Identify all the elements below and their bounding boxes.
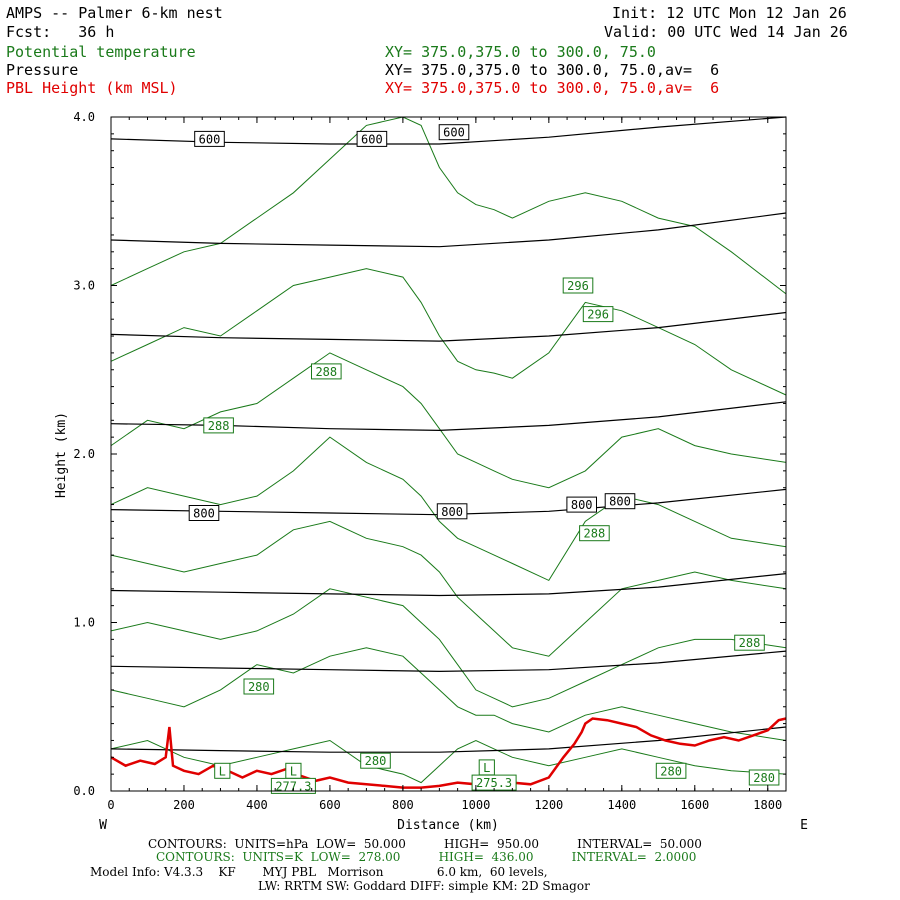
isobar-label: 800 bbox=[193, 507, 215, 521]
pbl-height-line bbox=[110, 717, 787, 789]
theta-label: L bbox=[219, 764, 226, 778]
header-fcst: Fcst: 36 h bbox=[6, 23, 115, 41]
theta-label: 280 bbox=[248, 680, 270, 694]
pressure-isobars bbox=[110, 116, 787, 753]
legend-pbl-label: PBL Height (km MSL) bbox=[6, 79, 178, 97]
x-tick-label: 1000 bbox=[461, 798, 490, 812]
header-init: Init: 12 UTC Mon 12 Jan 26 bbox=[612, 4, 847, 22]
west-label: W bbox=[99, 818, 107, 833]
footer-theta-contours: CONTOURS: UNITS=K LOW= 278.00 HIGH= 436.… bbox=[156, 850, 697, 864]
isobar-label: 600 bbox=[361, 132, 383, 146]
legend-theta-label: Potential temperature bbox=[6, 43, 196, 61]
isobar-label-box bbox=[604, 493, 636, 510]
x-tick-label: 400 bbox=[246, 798, 268, 812]
theta-label-box bbox=[243, 678, 275, 695]
theta-label-box bbox=[562, 277, 594, 294]
x-axis-label: Distance (km) bbox=[397, 818, 499, 833]
isobar-700 bbox=[110, 311, 787, 342]
y-tick-label: 0.0 bbox=[73, 784, 95, 798]
x-tick-label: 1400 bbox=[607, 798, 636, 812]
theta-label: L bbox=[290, 764, 297, 778]
theta-label: 280 bbox=[660, 764, 682, 778]
theta-label: 296 bbox=[567, 279, 589, 293]
isobar-label: 600 bbox=[443, 126, 465, 140]
isobar-label-box bbox=[356, 130, 388, 147]
theta-line-0 bbox=[110, 116, 787, 295]
theta-label: 275.3 bbox=[476, 776, 512, 790]
legend-pressure-label: Pressure bbox=[6, 61, 79, 79]
theta-label-box bbox=[655, 762, 687, 779]
footer-model-info: Model Info: V4.3.3 KF MYJ PBL Morrison 6… bbox=[90, 865, 548, 879]
theta-label: 280 bbox=[365, 754, 387, 768]
y-tick-label: 3.0 bbox=[73, 279, 95, 293]
theta-label-box bbox=[579, 525, 610, 542]
axes: 0 200 400 600 800 1000 1200 1400 1600 1800 0.0 1.0 2… bbox=[73, 110, 787, 812]
theta-line-5 bbox=[110, 588, 787, 708]
x-tick-label: 1200 bbox=[534, 798, 563, 812]
isobar-label-box bbox=[436, 503, 468, 520]
y-axis-label: Height (km) bbox=[54, 412, 69, 498]
theta-label-box bbox=[360, 752, 391, 769]
theta-label-box bbox=[582, 306, 614, 323]
theta-line-1 bbox=[110, 268, 787, 396]
header-title: AMPS -- Palmer 6-km nest bbox=[6, 4, 223, 22]
theta-label: 296 bbox=[587, 308, 609, 322]
legend-pbl-xy: XY= 375.0,375.0 to 300.0, 75.0,av= 6 bbox=[385, 79, 720, 97]
theta-label-box bbox=[214, 762, 231, 779]
y-tick-label: 2.0 bbox=[73, 447, 95, 461]
y-tick-label: 1.0 bbox=[73, 616, 95, 630]
isobar-label-box bbox=[188, 505, 220, 521]
theta-label-box bbox=[748, 769, 780, 786]
footer-physics: LW: RRTM SW: Goddard DIFF: simple KM: 2D… bbox=[258, 879, 590, 893]
isobar-label: 800 bbox=[571, 498, 593, 512]
isobar-label: 800 bbox=[609, 495, 631, 509]
legend-pressure-xy: XY= 375.0,375.0 to 300.0, 75.0,av= 6 bbox=[385, 61, 720, 79]
theta-label: 288 bbox=[208, 419, 230, 433]
theta-label-box bbox=[311, 363, 342, 380]
y-tick-label: 4.0 bbox=[73, 110, 95, 124]
theta-line-4 bbox=[110, 520, 787, 657]
theta-label: 288 bbox=[315, 365, 337, 379]
isobar-650 bbox=[110, 212, 787, 248]
isobar-label-box bbox=[566, 496, 598, 513]
isobar-950 bbox=[110, 726, 787, 753]
theta-line-3 bbox=[110, 436, 787, 582]
contour-labels: 600 600 600 800 800 800 800 296 296 288 288 288 288 2… bbox=[188, 124, 780, 794]
theta-label-box bbox=[734, 634, 765, 651]
theta-line-2 bbox=[110, 352, 787, 489]
theta-label: 280 bbox=[753, 771, 775, 785]
header-valid: Valid: 00 UTC Wed 14 Jan 26 bbox=[604, 23, 848, 41]
theta-label: 288 bbox=[739, 636, 761, 650]
x-tick-label: 200 bbox=[173, 798, 195, 812]
theta-label: 288 bbox=[584, 527, 606, 541]
theta-line-6 bbox=[110, 647, 787, 741]
theta-label-box bbox=[270, 777, 316, 794]
x-tick-label: 600 bbox=[319, 798, 341, 812]
legend-theta-xy: XY= 375.0,375.0 to 300.0, 75.0 bbox=[385, 43, 656, 61]
isobar-900 bbox=[110, 650, 787, 673]
isobar-label: 800 bbox=[441, 505, 463, 519]
x-tick-label: 800 bbox=[392, 798, 414, 812]
isobar-850 bbox=[110, 573, 787, 597]
x-tick-label: 0 bbox=[107, 798, 114, 812]
x-tick-label: 1600 bbox=[680, 798, 709, 812]
theta-isentropes bbox=[110, 116, 787, 784]
theta-label: L bbox=[483, 761, 490, 775]
pbl-line-group bbox=[110, 717, 787, 789]
theta-line-7 bbox=[110, 739, 787, 784]
isobar-label-box bbox=[194, 130, 225, 147]
theta-label: 277.3 bbox=[275, 779, 311, 793]
x-tick-label: 1800 bbox=[753, 798, 782, 812]
isobar-label: 600 bbox=[199, 132, 221, 146]
theta-label-box bbox=[203, 417, 234, 434]
plot-frame bbox=[110, 116, 787, 792]
east-label: E bbox=[800, 818, 808, 833]
footer-pressure-contours: CONTOURS: UNITS=hPa LOW= 50.000 HIGH= 95… bbox=[148, 837, 702, 851]
isobar-label-box bbox=[438, 124, 470, 141]
